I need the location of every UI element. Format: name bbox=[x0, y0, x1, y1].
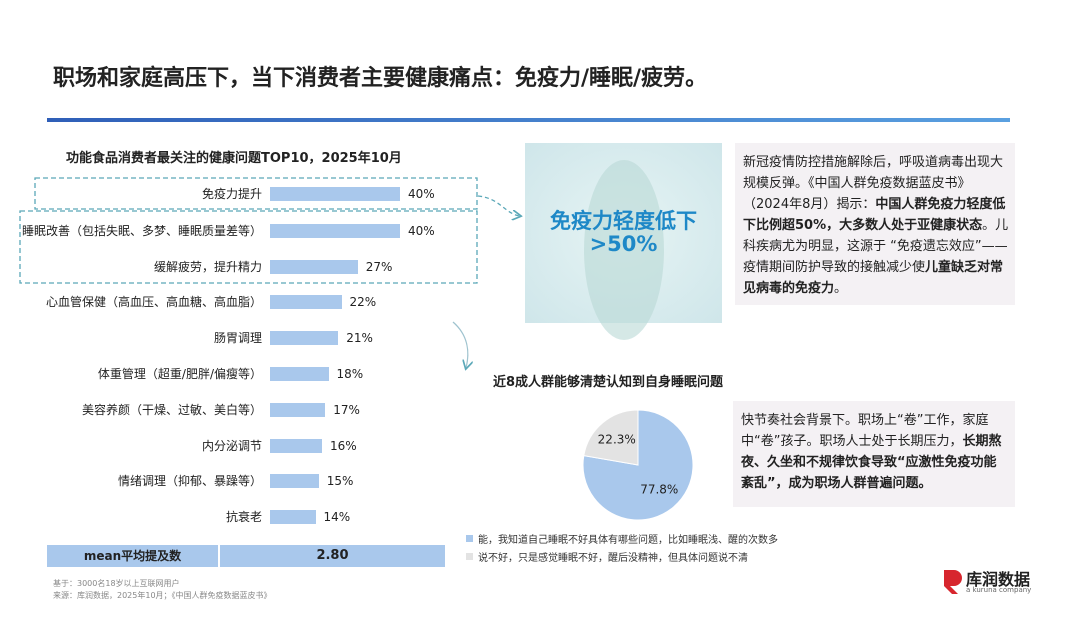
text-segment: 中国人群免疫力轻度低下比例超50%，大多数人处于亚健康状态 bbox=[743, 197, 1006, 233]
value-label: 21% bbox=[346, 331, 373, 345]
logo-name: 库润数据 bbox=[966, 570, 1031, 589]
sleep-text: 快节奏社会背景下。职场上“卷”工作，家庭中“卷”孩子。职场人士处于长期压力，长期… bbox=[741, 410, 1009, 494]
bar bbox=[270, 439, 322, 453]
slide-title: 职场和家庭高压下，当下消费者主要健康痛点：免疫力/睡眠/疲劳。 bbox=[53, 66, 708, 91]
slice-label: 22.3% bbox=[598, 432, 636, 446]
legend-label: 说不好，只是感觉睡眠不好，醒后没精神，但具体问题说不清 bbox=[478, 553, 748, 564]
value-label: 15% bbox=[326, 474, 354, 488]
legend-swatch bbox=[466, 553, 473, 560]
immunity-text: 新冠疫情防控措施解除后，呼吸道病毒出现大规模反弹。《中国人群免疫数据蓝皮书》（2… bbox=[743, 152, 1009, 299]
legend-swatch bbox=[466, 535, 473, 542]
value-label: 18% bbox=[336, 367, 364, 381]
text-segment: 儿童缺乏对常见病毒的免疫力 bbox=[743, 260, 1004, 296]
bar bbox=[270, 403, 326, 417]
bar bbox=[270, 187, 400, 201]
legend-label: 能，我知道自己睡眠不好具体有哪些问题，比如睡眠浅、醒的次数多 bbox=[478, 535, 778, 546]
value-label: 17% bbox=[333, 403, 360, 417]
category-label: 肠胃调理 bbox=[213, 331, 262, 345]
text-segment: 。儿科疾病尤为明显，这源于 “免疫遗忘效应”—— 疫情期间防护导致的接触减少使 bbox=[743, 218, 1009, 275]
value-label: 16% bbox=[330, 439, 357, 453]
category-label: 心血管保健（高血压、高血糖、高血脂） bbox=[45, 295, 262, 309]
pie-slice bbox=[583, 409, 639, 466]
value-label: 40% bbox=[408, 187, 435, 201]
mean-label: mean平均提及数 bbox=[83, 549, 182, 563]
category-label: 美容养颜（干燥、过敏、美白等） bbox=[81, 403, 262, 417]
category-label: 抗衰老 bbox=[225, 510, 262, 524]
text-segment: 长期熬夜、久坐和不规律饮食导致“应激性免疫功能紊乱”，成为职场人群普遍问题。 bbox=[741, 434, 1002, 491]
bar bbox=[270, 224, 400, 238]
bar bbox=[270, 260, 358, 274]
slice-label: 77.8% bbox=[640, 483, 678, 497]
category-label: 情绪调理（抑郁、暴躁等） bbox=[117, 474, 262, 488]
bar bbox=[270, 510, 316, 524]
category-label: 睡眠改善（包括失眠、多梦、睡眠质量差等） bbox=[21, 224, 262, 238]
pie-title: 近8成人群能够清楚认知到自身睡眠问题 bbox=[493, 375, 724, 390]
mean-value: 2.80 bbox=[316, 548, 349, 563]
headline: 免疫力轻度低下 bbox=[550, 209, 697, 233]
pie-chart: 77.8% 22.3% bbox=[582, 409, 694, 521]
category-label: 体重管理（超重/肥胖/偏瘦等） bbox=[97, 367, 262, 381]
value-label: 14% bbox=[323, 510, 351, 524]
bar bbox=[270, 295, 342, 309]
text-segment: 。 bbox=[834, 281, 848, 296]
bar bbox=[270, 367, 329, 381]
footnote: 基于：3000名18岁以上互联网用户 bbox=[53, 579, 180, 588]
footnote: 来源：库润数据，2025年10月；《中国人群免疫数据蓝皮书》 bbox=[53, 591, 272, 600]
text-segment: 新冠疫情防控措施解除后，呼吸道病毒出现大规模反弹。《中国人群免疫数据蓝皮书》（2… bbox=[743, 155, 1004, 212]
figure: >50% bbox=[589, 232, 658, 256]
category-label: 免疫力提升 bbox=[201, 187, 262, 201]
text-segment: 快节奏社会背景下。职场上“卷”工作，家庭中“卷”孩子。职场人士处于长期压力， bbox=[741, 413, 989, 449]
bar bbox=[270, 331, 339, 345]
logo-tagline: a kuruna company bbox=[966, 586, 1032, 594]
category-label: 内分泌调节 bbox=[201, 439, 262, 453]
bar bbox=[270, 474, 319, 488]
value-label: 22% bbox=[349, 295, 377, 309]
value-label: 40% bbox=[408, 224, 435, 238]
bar-title: 功能食品消费者最关注的健康问题TOP10，2025年10月 bbox=[66, 151, 402, 166]
value-label: 27% bbox=[365, 260, 393, 274]
category-label: 缓解疲劳，提升精力 bbox=[153, 260, 262, 274]
